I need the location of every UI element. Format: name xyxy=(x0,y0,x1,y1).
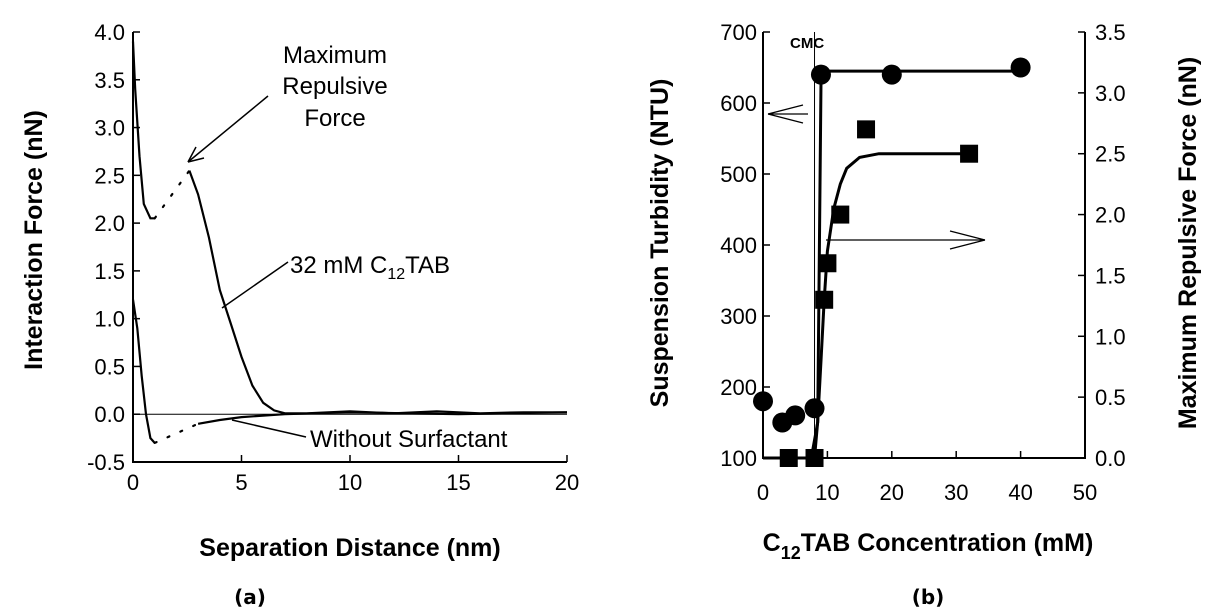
chart-b-y2tick-label: 3.5 xyxy=(1095,20,1126,45)
series-without-surfactant-gap xyxy=(153,422,200,444)
chart-a-panel-label: (a) xyxy=(234,585,266,609)
chart-b-ticks: 1002003004005006007000.00.51.01.52.02.53… xyxy=(720,20,1125,505)
force-point xyxy=(960,144,979,163)
force-point xyxy=(831,205,850,224)
chart-b-panel-label: (b) xyxy=(912,585,945,609)
chart-a-ytick-label: 3.5 xyxy=(94,68,125,93)
chart-b-xtick-label: 20 xyxy=(880,480,904,505)
turbidity-point xyxy=(785,405,806,426)
chart-b-y2tick-label: 1.0 xyxy=(1095,324,1126,349)
series-label-c12tab: 32 mM C12TAB xyxy=(290,252,450,283)
chart-b-xtick-label: 50 xyxy=(1073,480,1097,505)
max-force-arrowhead xyxy=(187,146,205,163)
series-c12tab-jump xyxy=(131,41,155,220)
chart-b-ytick-label: 500 xyxy=(720,162,757,187)
chart-b-xlabel-main: C xyxy=(763,529,781,557)
chart-a-ylabel: Interaction Force (nN) xyxy=(20,110,48,370)
chart-a-xtick-label: 15 xyxy=(446,470,470,495)
turbidity-point xyxy=(1010,57,1031,78)
max-force-annotation-line-3: Force xyxy=(304,105,365,132)
chart-b-xtick-label: 10 xyxy=(815,480,839,505)
max-force-annotation-line-2: Repulsive xyxy=(282,73,387,100)
chart-a-xtick-label: 0 xyxy=(127,470,139,495)
series-label-c12tab-leader xyxy=(221,261,289,309)
chart-b-ytick-label: 200 xyxy=(720,375,757,400)
chart-a-xtick-label: 10 xyxy=(338,470,362,495)
chart-b: 1002003004005006007000.00.51.01.52.02.53… xyxy=(646,20,1202,609)
chart-a-ytick-label: 0.5 xyxy=(94,354,125,379)
turbidity-fit-curve xyxy=(763,69,1021,460)
chart-b-ytick-label: 100 xyxy=(720,446,757,471)
force-point xyxy=(779,449,798,467)
chart-a-xtick-label: 20 xyxy=(555,470,579,495)
force-point xyxy=(857,120,876,139)
chart-a-data xyxy=(131,41,568,444)
without-surfactant-leader xyxy=(231,419,307,438)
chart-b-xlabel-sub: 12 xyxy=(781,543,801,563)
chart-b-frame xyxy=(762,32,1086,459)
max-force-arrow-line xyxy=(187,95,269,163)
chart-a-ytick-label: 1.5 xyxy=(94,259,125,284)
turbidity-point xyxy=(881,64,902,85)
chart-b-xtick-label: 30 xyxy=(944,480,968,505)
chart-b-ytick-label: 300 xyxy=(720,304,757,329)
turbidity-point xyxy=(810,64,831,85)
series-c12tab-gap xyxy=(153,169,191,220)
chart-a-xtick-label: 5 xyxy=(235,470,247,495)
turbidity-point xyxy=(753,391,773,412)
chart-b-y2tick-label: 2.5 xyxy=(1095,142,1126,167)
chart-a-ytick-label: 2.0 xyxy=(94,211,125,236)
chart-b-y2tick-label: 3.0 xyxy=(1095,81,1126,106)
chart-a-ytick-label: 4.0 xyxy=(94,20,125,45)
chart-b-ytick-label: 700 xyxy=(720,20,757,45)
chart-a: -0.50.00.51.01.52.02.53.03.54.00 5 10 15 20 … xyxy=(20,20,579,609)
chart-a-ticks: -0.5 0.0 0.5 1.0 1.5 2.0 2.5 3.0 3.5 4.0 0 5 10 15 20 xyxy=(87,20,579,495)
chart-b-xlabel-tail: TAB Concentration (mM) xyxy=(801,529,1094,557)
chart-a-ytick-label: 3.0 xyxy=(94,116,125,141)
series-without-surfactant-jump xyxy=(131,299,156,444)
turbidity-axis-arrowhead xyxy=(767,104,804,124)
chart-b-data xyxy=(753,57,1031,467)
chart-b-xlabel: C12TAB Concentration (mM) xyxy=(763,529,1094,563)
series-c12tab-curve xyxy=(188,170,567,415)
force-point xyxy=(815,290,834,309)
chart-a-xlabel: Separation Distance (nm) xyxy=(199,534,500,562)
without-surfactant-annotation: Without Surfactant xyxy=(310,426,508,453)
series-label-c12tab-main: 32 mM C xyxy=(290,252,387,279)
chart-b-ytick-label: 600 xyxy=(720,91,757,116)
chart-a-ytick-label: 0.0 xyxy=(94,402,125,427)
chart-b-ytick-label: 400 xyxy=(720,233,757,258)
chart-b-y2tick-label: 0.0 xyxy=(1095,446,1126,471)
chart-a-ytick-label: 2.5 xyxy=(94,163,125,188)
chart-b-y2tick-label: 1.5 xyxy=(1095,263,1126,288)
force-fit-curve xyxy=(813,152,970,459)
series-label-c12tab-sub: 12 xyxy=(387,266,405,283)
chart-b-y2label: Maximum Repulsive Force (nN) xyxy=(1174,57,1202,429)
max-force-annotation-line-1: Maximum xyxy=(283,42,387,69)
chart-b-y2tick-label: 2.0 xyxy=(1095,203,1126,228)
chart-b-xtick-label: 40 xyxy=(1008,480,1032,505)
chart-b-ylabel: Suspension Turbidity (NTU) xyxy=(646,79,674,408)
cmc-label: CMC xyxy=(790,35,824,52)
force-axis-arrowhead xyxy=(949,230,986,250)
chart-b-y2tick-label: 0.5 xyxy=(1095,385,1126,410)
chart-a-ytick-label: -0.5 xyxy=(87,450,125,475)
series-without-surfactant-curve xyxy=(197,411,568,425)
series-label-c12tab-tail: TAB xyxy=(405,252,450,279)
chart-a-ytick-label: 1.0 xyxy=(94,307,125,332)
force-point xyxy=(818,254,837,273)
chart-b-xtick-label: 0 xyxy=(757,480,769,505)
